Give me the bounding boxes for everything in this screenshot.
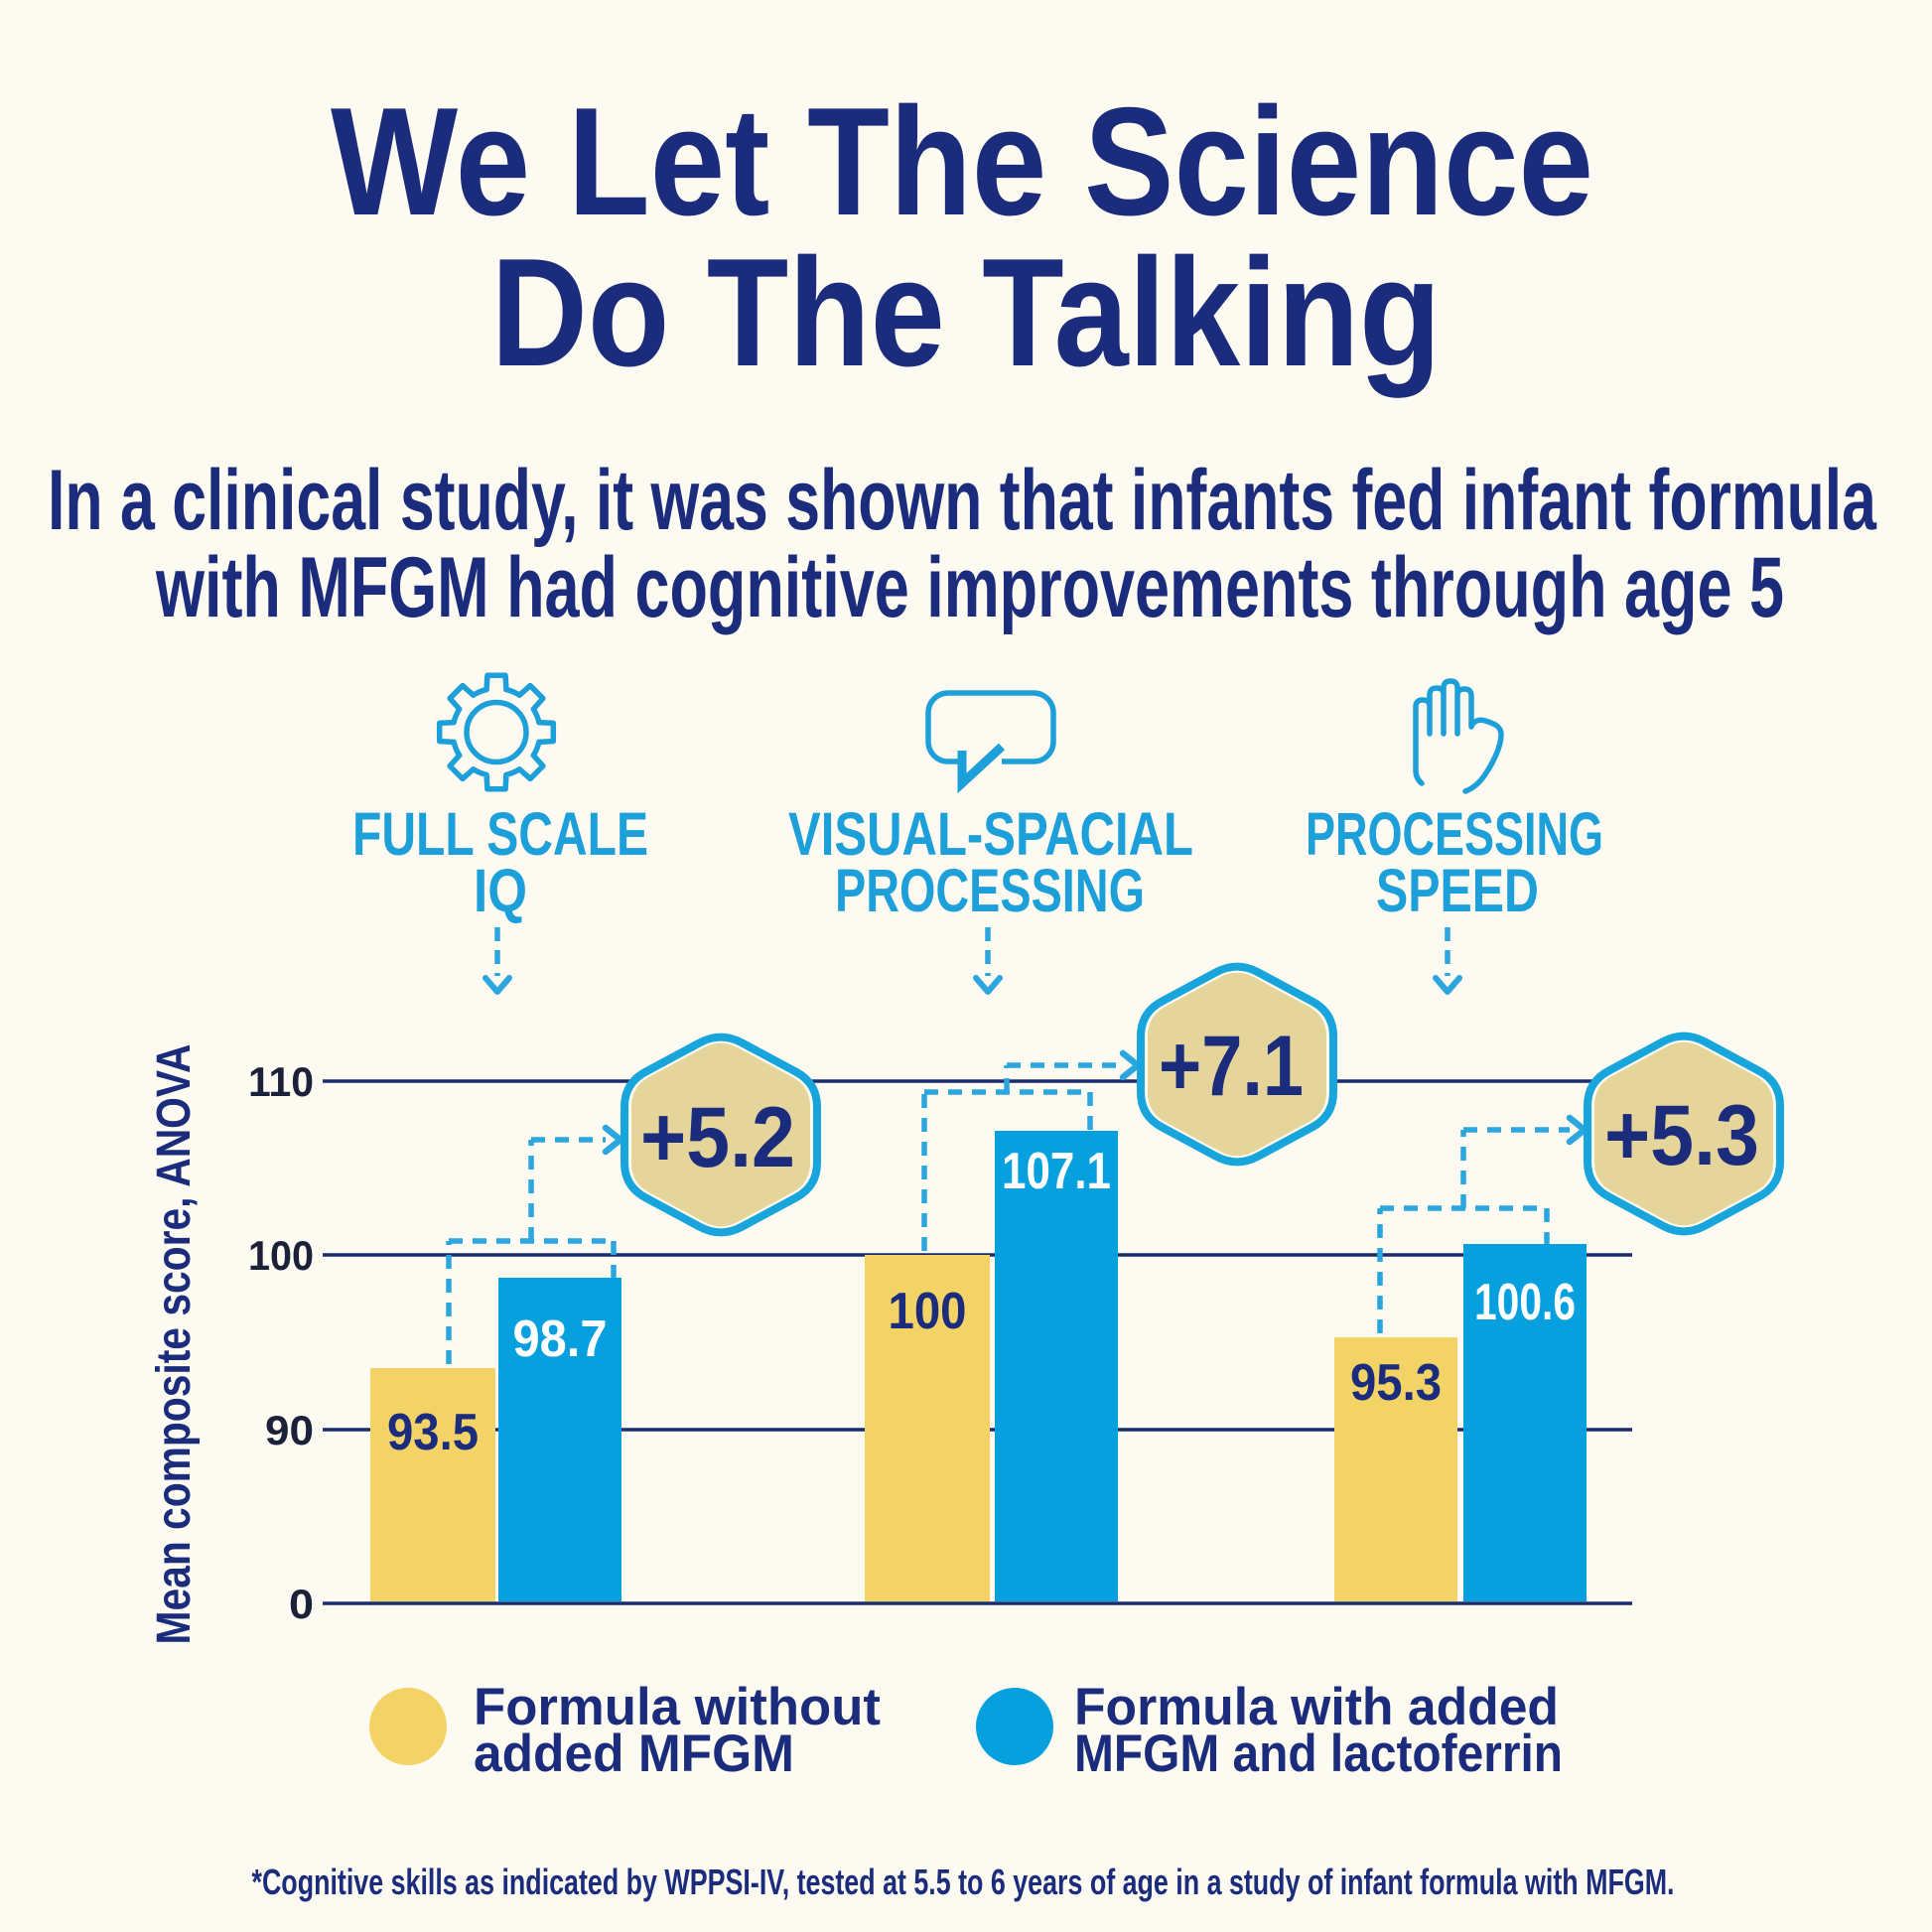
svg-text:*Cognitive skills as indicated: *Cognitive skills as indicated by WPPSI-… bbox=[252, 1862, 1675, 1902]
svg-text:+7.1: +7.1 bbox=[1159, 1019, 1304, 1114]
svg-text:93.5: 93.5 bbox=[387, 1404, 479, 1461]
svg-text:VISUAL-SPACIAL: VISUAL-SPACIAL bbox=[788, 800, 1193, 868]
svg-text:107.1: 107.1 bbox=[1002, 1143, 1111, 1200]
svg-text:Formula without: Formula without bbox=[474, 1678, 881, 1736]
svg-text:MFGM and lactoferrin: MFGM and lactoferrin bbox=[1074, 1725, 1563, 1783]
svg-text:Do The Talking: Do The Talking bbox=[491, 226, 1442, 398]
svg-text:with MFGM had cognitive improv: with MFGM had cognitive improvements thr… bbox=[155, 540, 1784, 635]
svg-text:98.7: 98.7 bbox=[513, 1311, 608, 1368]
svg-text:+5.2: +5.2 bbox=[640, 1090, 795, 1185]
svg-text:SPEED: SPEED bbox=[1376, 857, 1539, 924]
svg-text:100: 100 bbox=[248, 1232, 314, 1279]
svg-text:Formula with added: Formula with added bbox=[1074, 1678, 1559, 1736]
svg-text:90: 90 bbox=[265, 1407, 314, 1453]
svg-text:We Let The Science: We Let The Science bbox=[331, 75, 1593, 247]
svg-text:added MFGM: added MFGM bbox=[474, 1725, 794, 1783]
svg-text:100.6: 100.6 bbox=[1474, 1274, 1576, 1331]
svg-text:110: 110 bbox=[248, 1058, 314, 1105]
svg-text:Mean composite score, ANOVA: Mean composite score, ANOVA bbox=[148, 1044, 201, 1645]
svg-text:In a clinical study, it was sh: In a clinical study, it was shown that i… bbox=[48, 453, 1877, 548]
svg-text:95.3: 95.3 bbox=[1350, 1354, 1442, 1412]
svg-text:+5.3: +5.3 bbox=[1604, 1088, 1759, 1183]
svg-text:0: 0 bbox=[289, 1581, 314, 1627]
svg-text:PROCESSING: PROCESSING bbox=[835, 857, 1145, 924]
svg-text:FULL SCALE: FULL SCALE bbox=[352, 800, 648, 868]
svg-text:IQ: IQ bbox=[474, 857, 527, 924]
svg-text:100: 100 bbox=[889, 1283, 967, 1340]
svg-text:PROCESSING: PROCESSING bbox=[1306, 800, 1603, 868]
